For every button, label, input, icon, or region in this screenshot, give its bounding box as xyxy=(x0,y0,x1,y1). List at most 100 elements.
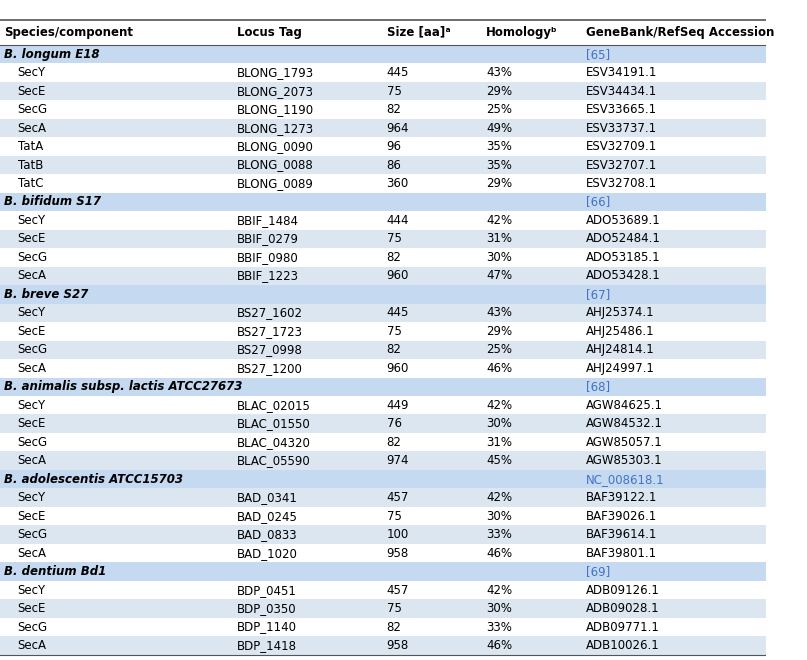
Text: 35%: 35% xyxy=(486,158,512,172)
Text: BLONG_0090: BLONG_0090 xyxy=(237,140,314,153)
Text: SecG: SecG xyxy=(18,251,48,264)
Text: BAD_0833: BAD_0833 xyxy=(237,528,298,541)
Text: BAD_0341: BAD_0341 xyxy=(237,491,299,504)
Text: AGW85303.1: AGW85303.1 xyxy=(586,454,663,467)
Text: 75: 75 xyxy=(387,84,402,98)
Text: BAD_0245: BAD_0245 xyxy=(237,510,299,523)
Text: ESV32709.1: ESV32709.1 xyxy=(586,140,657,153)
Bar xyxy=(0,82,766,100)
Text: ADO52484.1: ADO52484.1 xyxy=(586,232,661,246)
Text: 958: 958 xyxy=(387,546,409,560)
Text: ESV33665.1: ESV33665.1 xyxy=(586,103,657,116)
Text: [66]: [66] xyxy=(586,195,610,209)
Text: 35%: 35% xyxy=(486,140,512,153)
Text: SecE: SecE xyxy=(18,84,46,98)
Bar xyxy=(0,581,766,599)
Text: BAF39026.1: BAF39026.1 xyxy=(586,510,657,523)
Bar xyxy=(0,137,766,156)
Text: BLONG_1190: BLONG_1190 xyxy=(237,103,315,116)
Bar xyxy=(0,378,766,396)
Text: TatA: TatA xyxy=(18,140,43,153)
Text: 75: 75 xyxy=(387,510,402,523)
Text: 445: 445 xyxy=(387,66,409,79)
Text: 42%: 42% xyxy=(486,399,512,412)
Text: 43%: 43% xyxy=(486,66,512,79)
Text: BBIF_1223: BBIF_1223 xyxy=(237,269,299,282)
Text: BLAC_04320: BLAC_04320 xyxy=(237,436,312,449)
Bar xyxy=(0,433,766,451)
Text: ADO53185.1: ADO53185.1 xyxy=(586,251,660,264)
Text: BLAC_05590: BLAC_05590 xyxy=(237,454,311,467)
Text: BAF39614.1: BAF39614.1 xyxy=(586,528,657,541)
Bar xyxy=(0,414,766,433)
Text: B. dentium Bd1: B. dentium Bd1 xyxy=(4,565,106,578)
Bar xyxy=(0,45,766,63)
Text: 75: 75 xyxy=(387,325,402,338)
Text: Homologyᵇ: Homologyᵇ xyxy=(486,26,558,39)
Bar xyxy=(0,636,766,655)
Text: AHJ25486.1: AHJ25486.1 xyxy=(586,325,654,338)
Text: 29%: 29% xyxy=(486,325,512,338)
Text: SecE: SecE xyxy=(18,325,46,338)
Text: SecY: SecY xyxy=(18,399,46,412)
Text: 82: 82 xyxy=(387,620,402,634)
Text: SecG: SecG xyxy=(18,436,48,449)
Text: ADO53428.1: ADO53428.1 xyxy=(586,269,660,282)
Text: 82: 82 xyxy=(387,436,402,449)
Text: AGW84532.1: AGW84532.1 xyxy=(586,417,663,430)
Bar xyxy=(0,562,766,581)
Text: B. bifidum S17: B. bifidum S17 xyxy=(4,195,101,209)
Text: BAF39122.1: BAF39122.1 xyxy=(586,491,657,504)
Text: BLONG_1273: BLONG_1273 xyxy=(237,121,315,135)
Bar xyxy=(0,544,766,562)
Text: 974: 974 xyxy=(387,454,409,467)
Bar xyxy=(0,470,766,488)
Text: B. adolescentis ATCC15703: B. adolescentis ATCC15703 xyxy=(4,473,183,486)
Text: SecA: SecA xyxy=(18,454,47,467)
Text: 46%: 46% xyxy=(486,362,512,375)
Text: 29%: 29% xyxy=(486,84,512,98)
Bar xyxy=(0,174,766,193)
Text: ESV32707.1: ESV32707.1 xyxy=(586,158,657,172)
Text: ESV34191.1: ESV34191.1 xyxy=(586,66,657,79)
Text: SecG: SecG xyxy=(18,528,48,541)
Text: 76: 76 xyxy=(387,417,402,430)
Text: AGW85057.1: AGW85057.1 xyxy=(586,436,663,449)
Text: BLONG_1793: BLONG_1793 xyxy=(237,66,315,79)
Text: 958: 958 xyxy=(387,639,409,652)
Text: 42%: 42% xyxy=(486,214,512,227)
Text: 45%: 45% xyxy=(486,454,512,467)
Text: BS27_1200: BS27_1200 xyxy=(237,362,303,375)
Bar xyxy=(0,618,766,636)
Text: 49%: 49% xyxy=(486,121,512,135)
Text: BAD_1020: BAD_1020 xyxy=(237,546,299,560)
Text: 444: 444 xyxy=(387,214,409,227)
Text: SecY: SecY xyxy=(18,306,46,319)
Text: ADB09028.1: ADB09028.1 xyxy=(586,602,659,615)
Text: ESV32708.1: ESV32708.1 xyxy=(586,177,657,190)
Text: TatC: TatC xyxy=(18,177,43,190)
Text: 31%: 31% xyxy=(486,232,512,246)
Text: BDP_0451: BDP_0451 xyxy=(237,583,297,597)
Text: SecA: SecA xyxy=(18,546,47,560)
Text: SecY: SecY xyxy=(18,66,46,79)
Bar xyxy=(0,211,766,230)
Text: 29%: 29% xyxy=(486,177,512,190)
Text: 960: 960 xyxy=(387,269,409,282)
Bar xyxy=(0,488,766,507)
Text: 82: 82 xyxy=(387,103,402,116)
Text: BBIF_0279: BBIF_0279 xyxy=(237,232,299,246)
Text: BDP_0350: BDP_0350 xyxy=(237,602,297,615)
Bar xyxy=(0,119,766,137)
Text: SecE: SecE xyxy=(18,417,46,430)
Text: BLONG_0089: BLONG_0089 xyxy=(237,177,314,190)
Text: NC_008618.1: NC_008618.1 xyxy=(586,473,664,486)
Text: [65]: [65] xyxy=(586,48,610,61)
Bar xyxy=(0,248,766,267)
Text: ADB09126.1: ADB09126.1 xyxy=(586,583,659,597)
Text: 449: 449 xyxy=(387,399,409,412)
Text: 964: 964 xyxy=(387,121,409,135)
Text: BS27_0998: BS27_0998 xyxy=(237,343,303,356)
Bar xyxy=(0,193,766,211)
Text: Species/component: Species/component xyxy=(4,26,133,39)
